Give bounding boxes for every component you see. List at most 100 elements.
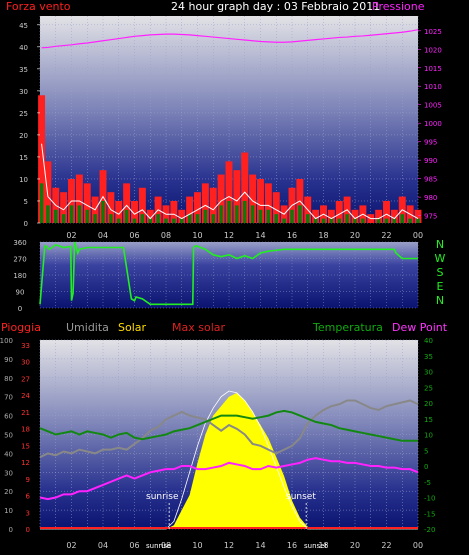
humidity-tick-label: 90 (4, 356, 13, 364)
hour-label: 00 (413, 231, 423, 240)
wind-bar (170, 200, 178, 223)
compass-label: N (436, 238, 444, 251)
hour-label: 22 (381, 231, 391, 240)
wind-avg-bar (313, 218, 318, 223)
wind-bar (123, 183, 131, 223)
wind-bar (241, 152, 249, 223)
wind-avg-bar (85, 209, 89, 223)
wind-avg-bar (46, 205, 50, 223)
pressure-legend: Pressione (372, 0, 425, 13)
temperature-tick-label: 0 (424, 463, 428, 471)
wind-bar (186, 196, 194, 223)
wind-avg-bar (211, 214, 215, 223)
rain-tick-label: 0 (26, 526, 30, 534)
temperature-line (39, 409, 418, 442)
wind-avg-bar (77, 205, 82, 223)
wind-avg-bar (243, 200, 247, 223)
wind-axis-ticks: 0510152025303540459759809859909951000100… (19, 22, 442, 228)
wind-avg-bar (298, 205, 302, 223)
pressure-tick-label: 990 (424, 157, 437, 165)
hour-label: 14 (255, 231, 265, 240)
wind-bar (335, 200, 343, 223)
pressure-tick-label: 975 (424, 213, 437, 221)
wind-avg-bar (140, 214, 145, 223)
wind-bar (115, 200, 123, 223)
dewpoint-line (39, 457, 419, 501)
wind-marks (38, 29, 422, 223)
hour-label: 08 (161, 231, 171, 240)
wind-bar (60, 192, 68, 223)
wind-bar (38, 95, 46, 223)
legend-temperature: Temperatura (312, 321, 383, 334)
wind-bar (131, 200, 138, 223)
temperature-tick-label: 5 (424, 447, 428, 455)
rain-tick-label: 21 (21, 409, 30, 417)
rain-tick-label: 33 (21, 342, 30, 350)
wind-avg-bar (337, 218, 341, 223)
legend-humidity: Umidita (66, 321, 109, 334)
humidity-tick-label: 40 (4, 450, 13, 458)
wind-tick-label: 20 (19, 132, 28, 140)
wind-avg-bar (132, 218, 137, 223)
humidity-tick-label: 60 (4, 413, 13, 421)
wind-avg-bar (392, 218, 397, 223)
wind-bar (178, 209, 186, 223)
wind-avg-bar (274, 214, 278, 223)
wind-avg-bar (93, 214, 97, 223)
wind-hour-labels: 02 04 06 08 10 12 14 16 18 20 22 00 (66, 231, 423, 240)
wind-tick-label: 45 (19, 22, 28, 30)
direction-tick-label: 180 (13, 272, 26, 280)
hour-label: 16 (287, 231, 297, 240)
humidity-tick-label: 50 (4, 432, 13, 440)
pressure-tick-label: 1020 (424, 46, 442, 54)
wind-bar (75, 174, 83, 223)
rain-tick-label: 18 (21, 426, 30, 434)
legend-dewpoint: Dew Point (392, 321, 448, 334)
wind-avg-bar (266, 209, 271, 223)
legend-solar: Solar (118, 321, 147, 334)
compass-label: S (437, 266, 444, 279)
temp-legend: Pioggia Umidita Solar Max solar Temperat… (1, 321, 448, 334)
wind-avg-bar (376, 218, 381, 223)
direction-grid (39, 241, 419, 309)
wind-tick-label: 35 (19, 66, 28, 74)
pressure-tick-label: 1000 (424, 120, 442, 128)
temperature-tick-label: 20 (424, 400, 433, 408)
solar-area (40, 392, 418, 529)
hour-label: 12 (224, 541, 234, 550)
wind-bar (107, 192, 115, 223)
temperature-axis-ticks: 0102030405060708090100036912151821242730… (0, 337, 435, 534)
wind-avg-bar (227, 200, 231, 223)
hour-label: 16 (287, 541, 297, 550)
gust-line (41, 143, 419, 220)
direction-marks (39, 241, 418, 306)
hour-label: 18 (318, 231, 328, 240)
temperature-tick-label: 40 (424, 337, 433, 345)
wind-bar (264, 183, 272, 223)
wind-avg-bar (408, 218, 412, 223)
pressure-tick-label: 980 (424, 194, 437, 202)
graph-title: 24 hour graph day : 03 Febbraio 2011 (171, 0, 380, 13)
wind-bar (44, 161, 52, 223)
wind-avg-bar (156, 214, 160, 223)
wind-avg-bar (109, 214, 113, 223)
pressure-tick-label: 1005 (424, 102, 442, 110)
hour-label: 22 (381, 541, 391, 550)
temperature-tick-label: -20 (424, 526, 435, 534)
hour-label: 20 (350, 231, 360, 240)
wind-tick-label: 0 (24, 220, 28, 228)
sunrise-axis-label: sunrise (146, 542, 171, 550)
wind-bar (146, 209, 154, 223)
pressure-tick-label: 1010 (424, 83, 442, 91)
temperature-marks (39, 390, 419, 530)
wind-avg-bar (148, 218, 152, 223)
wind-bar (327, 209, 335, 223)
wind-tick-label: 10 (19, 176, 28, 184)
wind-bar (414, 209, 422, 223)
wind-bar (375, 209, 383, 223)
wind-avg-bar (282, 218, 286, 223)
humidity-tick-label: 100 (0, 337, 13, 345)
temperature-tick-label: -15 (424, 510, 435, 518)
hour-label: 06 (129, 231, 139, 240)
